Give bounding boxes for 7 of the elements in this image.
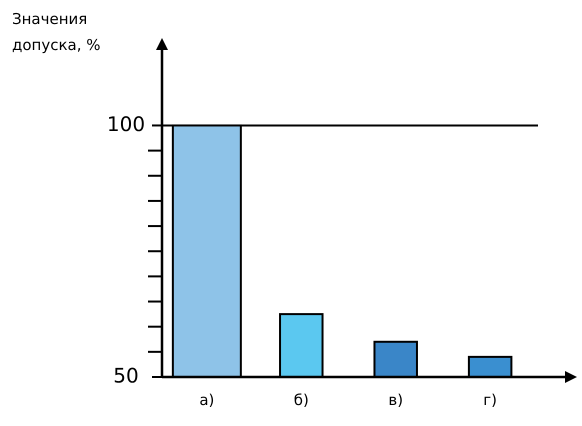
y-axis-title: Значения допуска, % [12, 10, 101, 54]
y-tick-label: 100 [106, 112, 146, 136]
x-tick-label: б) [294, 391, 309, 409]
y-tick-label: 50 [113, 363, 139, 388]
x-tick-label: г) [483, 391, 498, 409]
x-tick-label: а) [199, 391, 214, 409]
x-tick-label: в) [388, 391, 404, 409]
